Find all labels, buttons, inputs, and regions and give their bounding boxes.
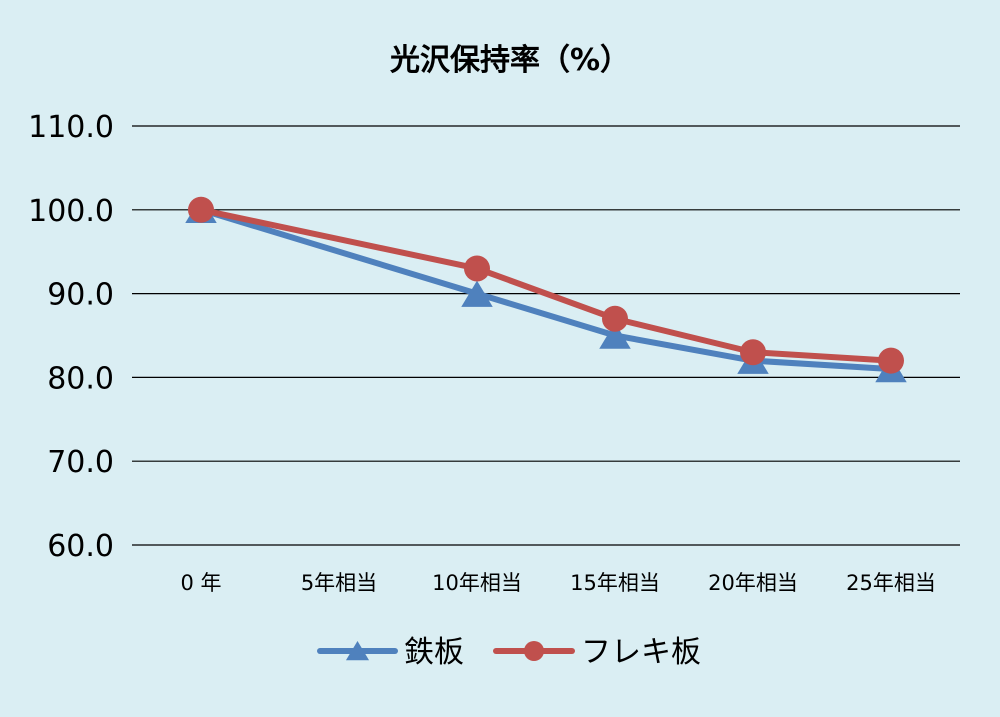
y-axis-ticks: 60.0 70.0 80.0 90.0 100.0 110.0 [28,110,114,564]
y-tick-label: 110.0 [28,110,114,145]
legend: 鉄板 フレキ板 [317,635,701,670]
y-tick-label: 60.0 [47,529,114,564]
data-point-circle [464,255,490,282]
y-tick-label: 80.0 [47,361,114,396]
y-tick-label: 90.0 [47,278,114,313]
legend-item-0: 鉄板 [317,635,464,670]
x-axis-ticks: 0 年 5年相当 10年相当 15年相当 20年相当 25年相当 [180,571,935,595]
data-point-circle [188,196,214,223]
x-tick-label: 10年相当 [432,571,522,595]
data-point-triangle [461,280,493,307]
legend-label: 鉄板 [404,635,464,670]
legend-marker-circle [524,641,544,661]
x-tick-label: 15年相当 [570,571,660,595]
x-tick-label: 20年相当 [708,571,798,595]
legend-label: フレキ板 [581,635,701,670]
x-tick-label: 25年相当 [846,571,936,595]
series-1 [188,196,904,374]
series-line [198,206,894,364]
series-layer [185,196,907,383]
x-tick-label: 0 年 [180,571,221,595]
legend-marker-triangle [345,641,370,661]
y-tick-label: 100.0 [28,194,114,229]
chart-title: 光沢保持率（%） [390,43,630,78]
gridlines [132,125,960,546]
legend-item-1: フレキ板 [493,635,701,670]
x-tick-label: 5年相当 [301,571,377,595]
y-tick-label: 70.0 [47,445,114,480]
data-point-circle [878,347,904,374]
data-point-circle [740,339,766,366]
data-point-circle [602,305,628,332]
data-point-triangle [599,322,631,349]
